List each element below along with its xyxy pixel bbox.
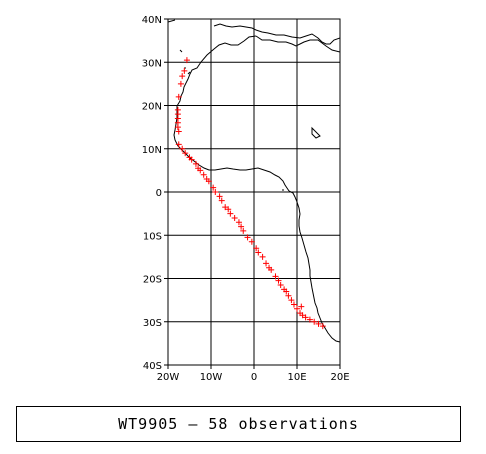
observation-marker: [197, 167, 204, 174]
coastline-europe: [168, 19, 340, 45]
observation-marker: [315, 320, 322, 327]
madagascar-fragment: [311, 126, 321, 139]
observation-marker: [218, 197, 225, 204]
observation-marker: [222, 204, 229, 211]
y-tick-label: 20N: [142, 102, 162, 113]
y-tick-label: 40S: [143, 361, 162, 372]
x-tick-label: 0: [251, 372, 257, 383]
observation-marker: [244, 234, 251, 241]
observation-marker: [285, 292, 292, 299]
observation-marker: [240, 227, 247, 234]
observation-marker: [298, 303, 305, 310]
observation-marker: [227, 210, 234, 217]
x-tick-label: 10W: [200, 372, 223, 383]
observation-marker: [177, 80, 184, 87]
x-tick-label: 20W: [157, 372, 180, 383]
latitude-tick-labels: 40N 30N 20N 10N 0 10S 20S 30S 40S: [142, 15, 162, 372]
observation-marker: [255, 249, 262, 256]
observation-marker: [210, 184, 217, 191]
coastline-north-africa: [255, 35, 340, 53]
observation-marker: [205, 178, 212, 185]
observation-marker: [311, 318, 318, 325]
observation-marker: [183, 57, 190, 64]
observation-marker: [225, 206, 232, 213]
observation-marker: [212, 189, 219, 195]
observation-marker: [248, 238, 255, 245]
y-tick-label: 30N: [142, 58, 162, 69]
observation-marker: [277, 281, 284, 288]
observation-marker: [268, 266, 275, 273]
observation-marker: [302, 314, 309, 321]
observation-marker: [238, 223, 245, 230]
graticule: [164, 18, 341, 369]
observation-marker: [272, 273, 279, 280]
map-figure: 20W 10W 0 10E 20E 40N 30N 20N 10N 0 10S 20S 30S 40S: [142, 15, 350, 383]
y-tick-label: 10N: [142, 145, 162, 156]
observation-marker: [263, 260, 270, 267]
coastline-africa-west: [173, 35, 290, 192]
observation-marker: [179, 73, 186, 80]
longitude-tick-labels: 20W 10W 0 10E 20E: [157, 372, 350, 383]
observation-marker: [216, 193, 223, 200]
observation-marker: [182, 150, 189, 157]
y-tick-label: 40N: [142, 15, 162, 26]
observation-marker: [275, 277, 282, 284]
observation-marker: [259, 253, 266, 260]
observation-marker: [174, 124, 181, 131]
y-tick-label: 0: [156, 188, 162, 199]
observation-marker: [319, 323, 326, 330]
observation-markers: [174, 57, 326, 330]
observation-marker: [306, 316, 313, 323]
observation-marker: [179, 145, 186, 152]
y-tick-label: 10S: [143, 231, 162, 242]
observation-marker: [188, 156, 195, 163]
y-tick-label: 30S: [143, 318, 162, 329]
y-tick-label: 20S: [143, 275, 162, 286]
x-tick-label: 10E: [287, 372, 306, 383]
observation-marker: [175, 141, 182, 148]
observation-marker: [290, 301, 297, 308]
observation-marker: [294, 305, 300, 312]
observation-marker: [235, 219, 242, 226]
observation-marker: [200, 171, 207, 178]
caption-box: WT9905 – 58 observations: [16, 406, 461, 442]
observation-marker: [175, 128, 182, 135]
observation-marker: [283, 288, 290, 295]
x-tick-label: 20E: [330, 372, 349, 383]
caption-text: WT9905 – 58 observations: [118, 415, 359, 433]
observation-marker: [175, 93, 182, 100]
observation-marker: [192, 160, 199, 167]
observation-marker: [231, 214, 238, 221]
observation-marker: [299, 312, 306, 319]
observation-marker: [181, 67, 188, 74]
observation-marker: [288, 297, 295, 304]
observation-marker: [253, 245, 260, 252]
